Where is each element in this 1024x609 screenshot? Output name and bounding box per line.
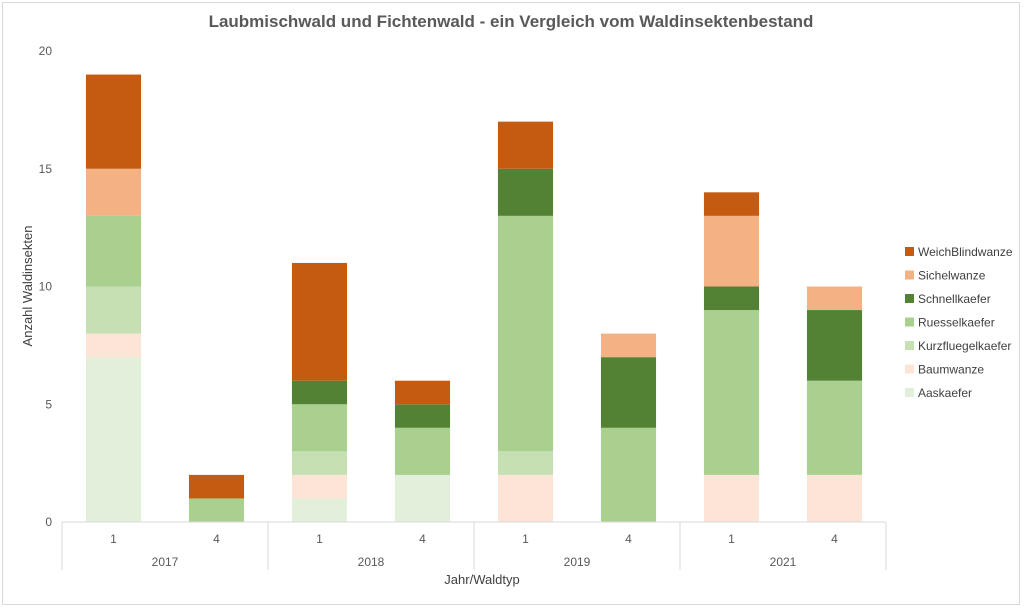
bars-layer bbox=[85, 74, 863, 522]
x-tick-label: 1 bbox=[316, 532, 323, 546]
bar-segment-schnellkaefer-5 bbox=[497, 168, 554, 216]
legend-label: Sichelwanze bbox=[918, 269, 986, 283]
legend-swatch-aaskaefer bbox=[905, 388, 914, 397]
y-tick-label: 0 bbox=[45, 515, 52, 529]
bar-segment-weichblindwanze-4 bbox=[394, 380, 451, 405]
bar-segment-ruesselkaefer-2 bbox=[188, 498, 245, 522]
bar-segment-sichelwanze-6 bbox=[600, 333, 657, 358]
bar-segment-schnellkaefer-6 bbox=[600, 357, 657, 428]
y-tick-label: 15 bbox=[39, 162, 53, 176]
legend-swatch-baumwanze bbox=[905, 364, 914, 374]
bar-segment-weichblindwanze-1 bbox=[85, 74, 142, 169]
legend-label: Kurzfluegelkaefer bbox=[918, 339, 1011, 353]
legend-swatch-ruesselkaefer bbox=[905, 317, 914, 327]
x-group-label: 2018 bbox=[358, 555, 385, 569]
legend: WeichBlindwanze Sichelwanze Schnellkaefer R… bbox=[905, 245, 1013, 400]
legend-label: WeichBlindwanze bbox=[918, 245, 1013, 259]
bar-segment-schnellkaefer-3 bbox=[291, 380, 348, 405]
bar-segment-schnellkaefer-8 bbox=[806, 310, 863, 381]
legend-label: Schnellkaefer bbox=[918, 292, 991, 306]
bar-segment-kurzfluegelkaefer-1 bbox=[85, 286, 142, 334]
bar-segment-ruesselkaefer-6 bbox=[600, 427, 657, 522]
x-tick-label: 4 bbox=[419, 532, 426, 546]
x-tick-label: 4 bbox=[831, 532, 838, 546]
bar-segment-baumwanze-7 bbox=[703, 474, 760, 522]
legend-swatch-kurzfluegelkaefer bbox=[905, 341, 914, 350]
bar-segment-baumwanze-5 bbox=[497, 474, 554, 522]
bar-segment-ruesselkaefer-3 bbox=[291, 404, 348, 452]
bar-segment-sichelwanze-1 bbox=[85, 168, 142, 216]
x-tick-label: 1 bbox=[728, 532, 735, 546]
x-tick-label: 1 bbox=[110, 532, 117, 546]
y-tick-label: 20 bbox=[39, 44, 53, 58]
bar-segment-weichblindwanze-7 bbox=[703, 192, 760, 216]
bar-segment-weichblindwanze-3 bbox=[291, 262, 348, 381]
x-tick-label: 4 bbox=[625, 532, 632, 546]
bar-segment-ruesselkaefer-4 bbox=[394, 427, 451, 475]
bar-segment-ruesselkaefer-5 bbox=[497, 215, 554, 452]
x-tick-label: 4 bbox=[213, 532, 220, 546]
x-tick-label: 1 bbox=[522, 532, 529, 546]
legend-label: Baumwanze bbox=[918, 363, 984, 377]
bar-segment-aaskaefer-3 bbox=[291, 498, 348, 522]
legend-swatch-weichblindwanze bbox=[905, 247, 914, 256]
bar-segment-weichblindwanze-5 bbox=[497, 121, 554, 169]
bar-segment-kurzfluegelkaefer-5 bbox=[497, 451, 554, 475]
bar-segment-baumwanze-3 bbox=[291, 474, 348, 499]
x-axis-title: Jahr/Waldtyp bbox=[444, 572, 519, 587]
bar-segment-schnellkaefer-4 bbox=[394, 404, 451, 428]
legend-swatch-sichelwanze bbox=[905, 270, 914, 280]
chart-title: Laubmischwald und Fichtenwald - ein Verg… bbox=[209, 12, 814, 31]
bar-segment-schnellkaefer-7 bbox=[703, 286, 760, 311]
bar-segment-ruesselkaefer-1 bbox=[85, 215, 142, 287]
bar-segment-weichblindwanze-2 bbox=[188, 474, 245, 499]
legend-label: Ruesselkaefer bbox=[918, 316, 995, 330]
bar-segment-kurzfluegelkaefer-3 bbox=[291, 451, 348, 475]
bar-segment-aaskaefer-1 bbox=[85, 357, 142, 522]
x-group-label: 2021 bbox=[770, 555, 797, 569]
y-tick-label: 10 bbox=[39, 280, 53, 294]
legend-label: Aaskaefer bbox=[918, 386, 972, 400]
y-tick-label: 5 bbox=[45, 397, 52, 411]
bar-segment-sichelwanze-8 bbox=[806, 286, 863, 311]
bar-segment-baumwanze-8 bbox=[806, 474, 863, 522]
bar-segment-ruesselkaefer-8 bbox=[806, 380, 863, 475]
x-group-label: 2017 bbox=[152, 555, 179, 569]
bar-segment-sichelwanze-7 bbox=[703, 215, 760, 287]
bar-segment-ruesselkaefer-7 bbox=[703, 310, 760, 475]
bar-segment-aaskaefer-4 bbox=[394, 474, 451, 522]
x-axis: 1 4 1 4 1 4 1 4 2017 2018 2019 2021 bbox=[61, 521, 887, 570]
legend-swatch-schnellkaefer bbox=[905, 294, 914, 303]
y-axis-ticks: 0 5 10 15 20 bbox=[39, 44, 53, 529]
y-axis-title: Anzahl Waldinsekten bbox=[20, 226, 35, 347]
x-group-label: 2019 bbox=[564, 555, 591, 569]
bar-segment-baumwanze-1 bbox=[85, 333, 142, 358]
